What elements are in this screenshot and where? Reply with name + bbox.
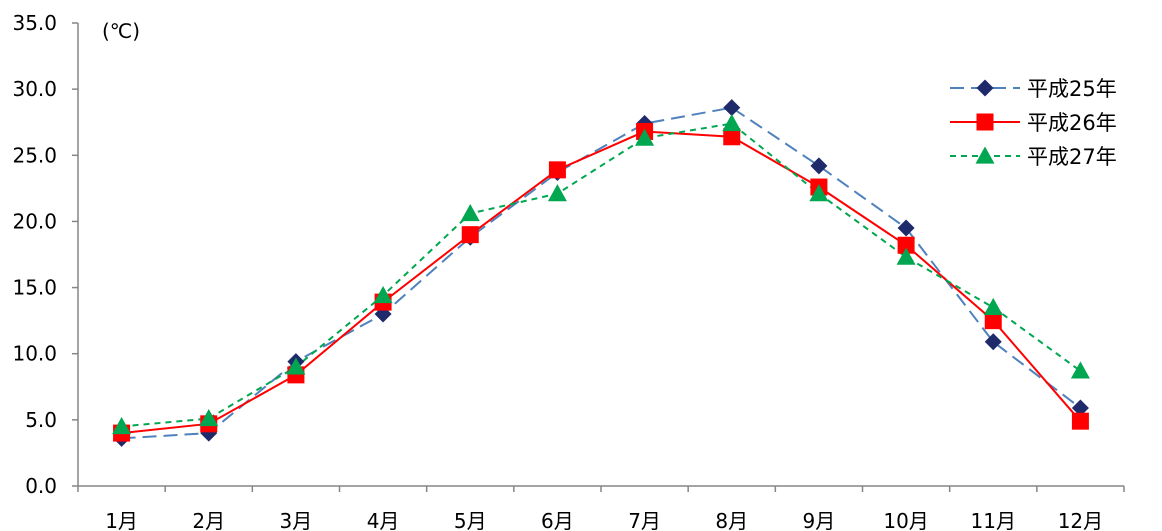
data-point-series-3 <box>1070 361 1090 379</box>
x-tick-label: 6月 <box>541 509 574 531</box>
x-tick-label: 10月 <box>883 509 928 531</box>
x-tick-label: 9月 <box>803 509 836 531</box>
x-tick-label: 12月 <box>1058 509 1103 531</box>
y-tick-label: 0.0 <box>25 474 57 498</box>
x-tick-label: 2月 <box>192 509 225 531</box>
y-tick-label: 10.0 <box>12 342 57 366</box>
legend-label-3: 平成27年 <box>1027 145 1117 169</box>
y-tick-label: 5.0 <box>25 408 57 432</box>
data-point-series-3 <box>809 184 829 202</box>
series-line-1 <box>121 106 1082 440</box>
data-point-series-1 <box>810 157 828 175</box>
data-point-series-2 <box>1071 412 1089 430</box>
legend-marker-2 <box>976 113 994 131</box>
x-tick-label: 8月 <box>715 509 748 531</box>
axes: 0.0 5.0 10.0 15.0 20.0 25.0 30.0 35.0 1月 2月 3月 4月 5月… <box>12 11 1125 531</box>
y-tick-label: 25.0 <box>12 143 57 167</box>
data-point-series-3 <box>547 184 567 202</box>
x-tick-label: 7月 <box>628 509 661 531</box>
legend-label-1: 平成25年 <box>1027 77 1117 101</box>
y-tick-label: 35.0 <box>12 11 57 35</box>
data-point-series-3 <box>896 247 916 265</box>
legend-marker-1 <box>976 79 994 97</box>
legend-marker-3 <box>975 146 995 164</box>
data-point-series-2 <box>723 128 741 146</box>
data-point-series-2 <box>984 312 1002 330</box>
data-point-series-1 <box>1071 399 1089 417</box>
data-point-series-3 <box>983 297 1003 316</box>
series-lines <box>121 106 1082 440</box>
x-tick-label: 1月 <box>105 509 138 531</box>
data-point-series-1 <box>723 99 741 117</box>
data-point-series-3 <box>635 128 655 146</box>
data-point-series-3 <box>373 286 393 304</box>
data-point-series-1 <box>897 219 915 237</box>
data-point-series-2 <box>897 236 915 254</box>
x-tick-label: 5月 <box>454 509 487 531</box>
data-point-series-3 <box>199 409 219 427</box>
x-tick-label: 3月 <box>280 509 313 531</box>
x-tick-label: 11月 <box>971 509 1016 531</box>
data-point-series-3 <box>286 357 306 375</box>
data-point-series-3 <box>460 203 480 222</box>
series-line-2 <box>121 130 1082 435</box>
data-point-series-2 <box>548 161 566 179</box>
y-tick-label: 20.0 <box>12 209 57 233</box>
data-point-series-1 <box>984 333 1002 351</box>
y-tick-label: 15.0 <box>12 276 57 300</box>
y-axis-unit-label: (℃) <box>102 19 140 43</box>
series-markers <box>112 99 1090 447</box>
x-tick-label: 4月 <box>367 509 400 531</box>
legend-label-2: 平成26年 <box>1027 111 1117 135</box>
data-point-series-3 <box>112 416 132 435</box>
series-line-3 <box>121 122 1082 428</box>
data-point-series-3 <box>722 114 742 132</box>
data-point-series-2 <box>461 226 479 244</box>
y-tick-label: 30.0 <box>12 77 57 101</box>
